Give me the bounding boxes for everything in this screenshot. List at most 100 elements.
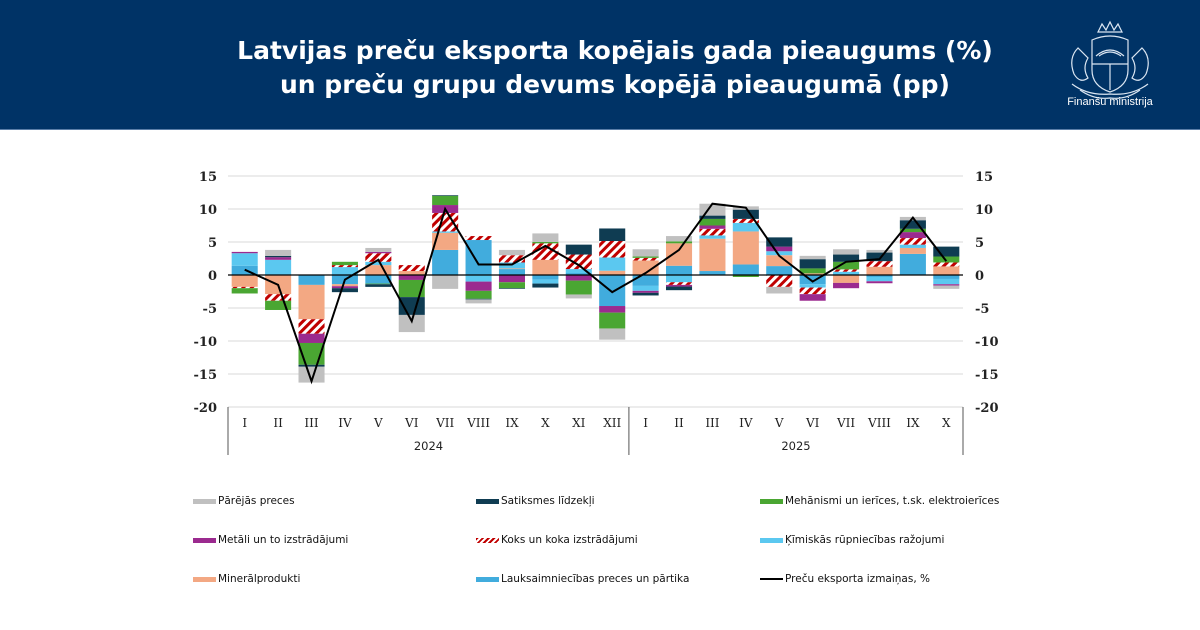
chart-title: Latvijas preču eksporta kopējais gada pi… [140,34,1090,102]
bar-segment [432,249,459,275]
bar-segment [665,282,693,285]
bar-segment [331,267,358,275]
bar-segment [632,260,659,275]
bar-segment [632,249,659,257]
month-label: IX [505,416,519,430]
bar-segment [532,243,559,260]
month-label: IV [338,416,352,430]
y-tick-label-right: -10 [975,335,999,350]
export-change-line [244,202,948,385]
bar-segment [465,281,492,291]
y-tick-label-left: 10 [199,203,217,218]
title-line-2: un preču grupu devums kopējā pieaugumā (… [280,70,950,99]
bar-segment [799,255,826,260]
bar-segment [398,275,425,280]
legend-swatch [476,537,499,543]
bar-segment [465,275,492,282]
legend-item: Ķīmiskās rūpniecības ražojumi [760,534,944,546]
bar-segment [632,257,659,261]
legend-label: Minerālprodukti [218,573,301,585]
bar-segment [833,282,860,289]
bar-segment [799,275,826,285]
bar-segment [465,299,492,304]
bar-segment [565,275,592,281]
bar-segment [231,251,258,254]
y-tick-label-left: 5 [208,236,217,251]
bar-segment [498,269,526,275]
legend-item: Koks un koka izstrādājumi [476,534,638,546]
month-label: III [304,416,318,430]
bar-segment [799,259,826,269]
y-tick-label-right: 15 [975,170,993,185]
bar-segment [799,287,826,295]
bar-segment [532,283,559,288]
bar-segment [465,240,492,275]
bar-segment [498,282,526,289]
bar-segment [432,231,459,233]
bar-segment [766,251,793,256]
bar-segment [665,236,693,242]
legend-item: Satiksmes līdzekļi [476,495,595,507]
bar-segment [231,253,258,266]
bar-segment [799,268,826,274]
y-tick-label-right: 10 [975,203,993,218]
month-label: X [942,416,951,430]
bar-segment [532,279,559,284]
bar-segment [699,215,726,219]
bar-segment [432,275,459,289]
logo-text: Finanšu ministrija [1067,96,1153,108]
month-label: VII [435,416,454,430]
bar-segment [265,257,292,260]
bar-segment [565,294,592,299]
bar-segment [432,212,459,232]
month-label: VIII [867,416,891,430]
bar-segment [866,252,893,262]
y-tick-label-right: 5 [975,236,984,251]
legend-item: Lauksaimniecības preces un pārtika [476,573,689,585]
y-tick-label-left: -10 [194,335,218,350]
y-tick-label-right: 0 [975,269,984,284]
bar-segment [899,232,926,239]
chart: 15 15 10 10 5 5 0 0 -5 -5 -10 -10 -15 -15 -20 -20 2024 20… [194,170,999,455]
bar-segment [498,268,526,270]
bar-segment [298,366,325,383]
legend-item: Mehānismi un ierīces, t.sk. elektroierīc… [760,495,999,507]
bar-segment [532,233,559,242]
bar-segment [933,285,960,289]
bar-segment [933,266,960,275]
bar-segment [799,294,826,301]
bar-segment [866,249,893,253]
bar-segment [632,290,659,293]
bar-segment [866,276,893,282]
bar-segment [699,228,726,236]
bar-segment [432,195,459,196]
month-label: IV [739,416,753,430]
bar-segment [933,278,960,285]
bar-segment [766,255,793,267]
bar-segment [365,265,392,275]
bar-segment [465,236,492,241]
legend-swatch [760,537,783,543]
legend-label: Ķīmiskās rūpniecības ražojumi [785,534,945,546]
y-tick-label-left: -15 [194,368,218,383]
bar-segment [532,259,559,275]
bar-segment [599,241,626,258]
bar-segment [699,271,726,275]
month-label: I [643,416,648,430]
legend-swatch [193,576,216,582]
month-label: III [705,416,719,430]
bar-segment [899,244,926,248]
legend-label: Koks un koka izstrādājumi [501,534,638,546]
bar-segment [265,259,292,275]
month-label: V [774,416,784,430]
legend-item: Metāli un to izstrādājumi [193,534,348,546]
bar-segment [298,275,325,285]
bar-segment [265,294,292,301]
bar-segment [766,266,793,275]
bar-segment [632,256,659,258]
bar-segment [732,231,759,265]
bar-segment [899,220,926,229]
legend-item: Pārējās preces [193,495,295,507]
bar-segment [899,228,926,233]
month-label: IX [906,416,920,430]
